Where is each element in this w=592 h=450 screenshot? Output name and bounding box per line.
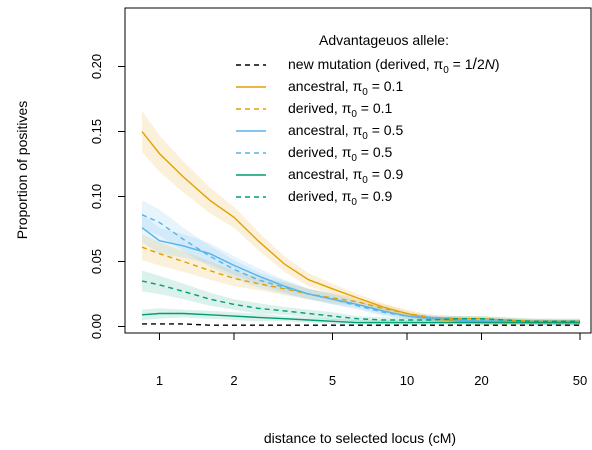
- legend: Advantageuos allele: new mutation (deriv…: [236, 32, 500, 208]
- plot-frame: [124, 7, 592, 334]
- legend-entry-5: derived, π0 = 0.5: [288, 144, 393, 164]
- x-axis: 1 2 5 10 20 50: [156, 333, 587, 388]
- y-tick-label: 0.00: [89, 314, 104, 339]
- x-axis-label: distance to selected locus (cM): [264, 430, 456, 446]
- confidence-bands: [142, 110, 580, 326]
- series-2-band: [142, 110, 580, 326]
- legend-entry-3: derived, π0 = 0.1: [288, 100, 393, 120]
- legend-title: Advantageuos allele:: [319, 32, 449, 48]
- y-tick-label: 0.10: [89, 184, 104, 209]
- x-tick-label: 2: [230, 373, 237, 388]
- series-5-band: [142, 200, 580, 326]
- series-6-line: [141, 312, 580, 324]
- legend-entry-4: ancestral, π0 = 0.5: [288, 122, 403, 142]
- series-5-line: [141, 214, 580, 324]
- series-1-line: [142, 323, 580, 326]
- series-7-band: [142, 270, 580, 324]
- x-tick-label: 50: [573, 373, 587, 388]
- series-3-line: [141, 246, 580, 322]
- y-axis-label: Proportion of positives: [14, 101, 30, 240]
- series-4-line: [141, 227, 580, 324]
- x-tick-label: 10: [400, 373, 414, 388]
- legend-entry-1: new mutation (derived, π0 = 1/2N): [288, 56, 500, 76]
- legend-entry-7: derived, π0 = 0.9: [288, 188, 393, 208]
- y-tick-label: 0.15: [89, 119, 104, 144]
- y-axis: 0.00 0.05 0.10 0.15 0.20: [89, 54, 125, 339]
- series-7-line: [141, 280, 580, 322]
- y-tick-label: 0.20: [89, 54, 104, 79]
- legend-entry-6: ancestral, π0 = 0.9: [288, 166, 403, 186]
- x-tick-label: 5: [329, 373, 336, 388]
- legend-entry-2: ancestral, π0 = 0.1: [288, 78, 403, 98]
- x-tick-label: 1: [156, 373, 163, 388]
- series-lines: [141, 131, 580, 326]
- y-tick-label: 0.05: [89, 249, 104, 274]
- x-tick-label: 20: [474, 373, 488, 388]
